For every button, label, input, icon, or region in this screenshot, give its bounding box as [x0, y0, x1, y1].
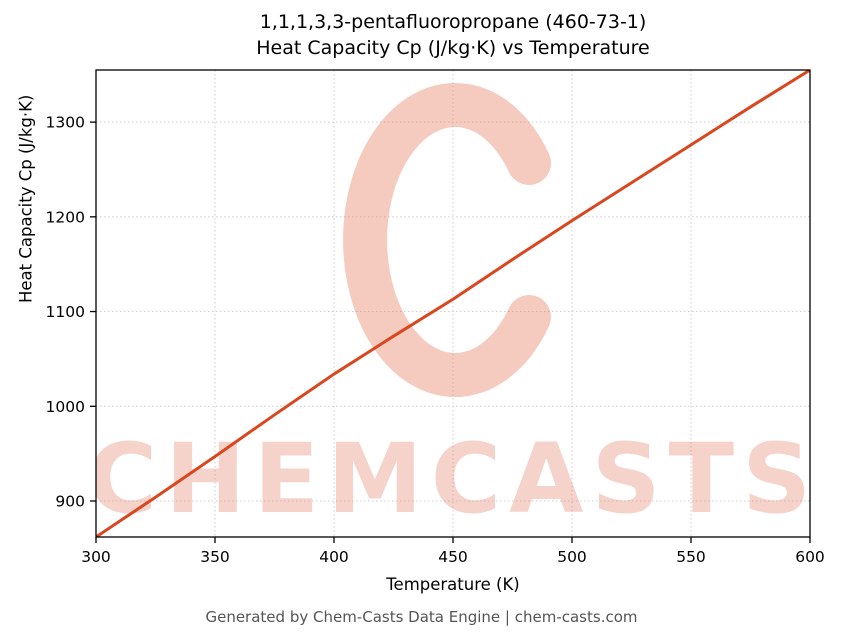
y-tick-label: 900 [55, 493, 85, 511]
x-tick-label: 300 [81, 548, 111, 566]
data-line-cp [96, 70, 810, 537]
y-tick-label: 1200 [46, 208, 85, 226]
watermark-text: CHEMCASTS [87, 423, 819, 535]
x-tick-label: 350 [200, 548, 230, 566]
y-tick-label: 1100 [46, 303, 85, 321]
watermark-logo-icon [343, 83, 551, 397]
x-axis-label: Temperature (K) [386, 575, 520, 594]
footer-attribution: Generated by Chem-Casts Data Engine | ch… [205, 608, 638, 626]
y-tick-label: 1300 [46, 114, 85, 132]
x-tick-label: 400 [319, 548, 349, 566]
x-tick-label: 550 [676, 548, 706, 566]
x-tick-label: 450 [438, 548, 468, 566]
x-tick-label: 600 [795, 548, 825, 566]
y-tick-label: 1000 [46, 398, 85, 416]
chart-title-line1: 1,1,1,3,3-pentafluoropropane (460-73-1) [259, 11, 647, 33]
chart-title-line2: Heat Capacity Cp (J/kg·K) vs Temperature [256, 36, 650, 59]
x-tick-label: 500 [557, 548, 587, 566]
chart-title: 1,1,1,3,3-pentafluoropropane (460-73-1) … [96, 10, 810, 61]
